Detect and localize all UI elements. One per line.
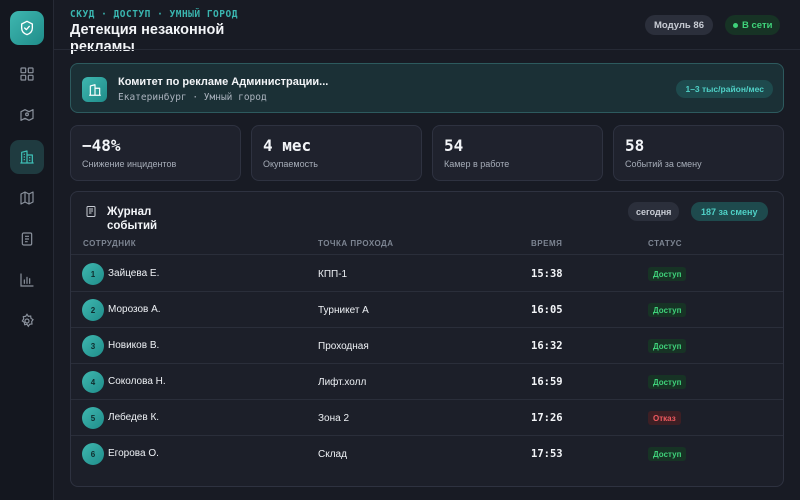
- header-divider: [54, 49, 800, 50]
- building-icon: [20, 150, 34, 164]
- table-row[interactable]: 6 Егорова О. Склад 17:53 Доступ: [71, 436, 783, 472]
- access-point: Проходная: [318, 341, 369, 352]
- event-time: 17:26: [531, 412, 563, 424]
- column-header-employee[interactable]: СОТРУДНИК: [83, 239, 137, 248]
- client-icon-box: [82, 77, 107, 102]
- map-icon: [20, 191, 34, 205]
- dashboard-icon: [20, 67, 34, 81]
- shift-count-badge[interactable]: 187 за смену: [691, 202, 768, 221]
- online-status-badge: В сети: [725, 15, 781, 35]
- event-time: 15:38: [531, 268, 563, 280]
- row-number-badge: 3: [82, 335, 104, 357]
- employee-name: Зайцева Е.: [108, 268, 160, 279]
- map-pin-icon: [20, 109, 34, 121]
- chart-icon: [20, 273, 34, 287]
- status-badge: Доступ: [648, 303, 687, 317]
- page-title: Детекция незаконной рекламы: [70, 22, 225, 55]
- app-logo[interactable]: [10, 11, 44, 45]
- sidebar-item-documents[interactable]: [10, 222, 44, 256]
- employee-name: Егорова О.: [108, 448, 159, 459]
- status-badge: Отказ: [648, 411, 681, 425]
- column-header-time[interactable]: ВРЕМЯ: [531, 239, 563, 248]
- stat-label: Снижение инцидентов: [82, 159, 177, 169]
- status-dot-icon: [733, 22, 738, 28]
- column-header-status[interactable]: СТАТУС: [648, 239, 682, 248]
- row-number-badge: 6: [82, 443, 104, 465]
- event-journal: Журнал событий сегодня 187 за смену СОТР…: [70, 191, 784, 487]
- filter-today-button[interactable]: сегодня: [628, 202, 680, 221]
- stat-label: Событий за смену: [625, 159, 702, 169]
- module-badge[interactable]: Модуль 86: [645, 15, 713, 35]
- access-point: Лифт.холл: [318, 377, 367, 388]
- table-row[interactable]: 1 Зайцева Е. КПП-1 15:38 Доступ: [71, 256, 783, 292]
- row-number-badge: 2: [82, 299, 104, 321]
- stat-card-incidents: −48% Снижение инцидентов: [70, 125, 241, 181]
- event-time: 16:32: [531, 340, 563, 352]
- sidebar-item-dashboard[interactable]: [10, 57, 44, 91]
- row-number-badge: 1: [82, 263, 104, 285]
- stat-value: −48%: [82, 136, 121, 155]
- table-row[interactable]: 5 Лебедев К. Зона 2 17:26 Отказ: [71, 400, 783, 436]
- sidebar-item-settings[interactable]: [10, 304, 44, 338]
- status-badge: Доступ: [648, 267, 687, 281]
- status-badge: Доступ: [648, 447, 687, 461]
- table-row[interactable]: 3 Новиков В. Проходная 16:32 Доступ: [71, 328, 783, 364]
- status-badge: Доступ: [648, 339, 687, 353]
- employee-name: Соколова Н.: [108, 376, 166, 387]
- stat-label: Окупаемость: [263, 159, 318, 169]
- access-point: Турникет А: [318, 305, 369, 316]
- stat-value: 54: [444, 136, 464, 155]
- sidebar-item-map[interactable]: [10, 181, 44, 215]
- sidebar-item-analytics[interactable]: [10, 263, 44, 297]
- stat-value: 4 мес: [263, 136, 312, 155]
- row-number-badge: 5: [82, 407, 104, 429]
- table-row[interactable]: 4 Соколова Н. Лифт.холл 16:59 Доступ: [71, 364, 783, 400]
- stat-card-cameras: 54 Камер в работе: [432, 125, 603, 181]
- settings-icon: [21, 313, 34, 328]
- building-icon: [88, 83, 101, 96]
- event-time: 17:53: [531, 448, 563, 460]
- employee-name: Новиков В.: [108, 340, 160, 351]
- breadcrumb: СКУД · ДОСТУП · УМНЫЙ ГОРОД: [70, 9, 238, 20]
- event-time: 16:05: [531, 304, 563, 316]
- access-point: Зона 2: [318, 413, 350, 424]
- access-point: Склад: [318, 449, 347, 460]
- row-number-badge: 4: [82, 371, 104, 393]
- status-label: В сети: [742, 19, 773, 31]
- sidebar-item-locations[interactable]: [10, 98, 44, 132]
- client-card[interactable]: Комитет по рекламе Администрации... Екат…: [70, 63, 784, 113]
- employee-name: Морозов А.: [108, 304, 161, 315]
- column-header-point[interactable]: ТОЧКА ПРОХОДА: [318, 239, 394, 248]
- sidebar-item-buildings[interactable]: [10, 140, 44, 174]
- journal-icon: [86, 206, 96, 217]
- employee-name: Лебедев К.: [108, 412, 160, 423]
- sidebar: [0, 0, 54, 500]
- stat-card-payback: 4 мес Окупаемость: [251, 125, 422, 181]
- journal-title: Журнал событий: [107, 206, 158, 232]
- client-name: Комитет по рекламе Администрации...: [118, 76, 329, 88]
- client-city: Екатеринбург · Умный город: [118, 92, 267, 103]
- stat-value: 58: [625, 136, 645, 155]
- document-icon: [21, 232, 33, 246]
- table-header: СОТРУДНИК ТОЧКА ПРОХОДА ВРЕМЯ СТАТУС: [71, 235, 783, 255]
- table-row[interactable]: 2 Морозов А. Турникет А 16:05 Доступ: [71, 292, 783, 328]
- stat-card-events: 58 Событий за смену: [613, 125, 784, 181]
- access-point: КПП-1: [318, 269, 348, 280]
- event-time: 16:59: [531, 376, 563, 388]
- price-badge: 1–3 тыс/район/мес: [676, 80, 773, 98]
- stat-label: Камер в работе: [444, 159, 510, 169]
- status-badge: Доступ: [648, 375, 687, 389]
- shield-check-icon: [21, 20, 33, 36]
